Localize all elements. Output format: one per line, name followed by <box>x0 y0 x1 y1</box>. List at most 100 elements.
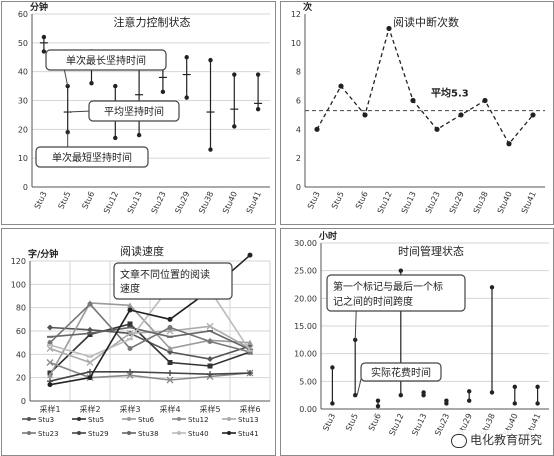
max-marker <box>65 83 70 89</box>
legend-marker <box>127 431 131 435</box>
x-tick-label: 采样3 <box>119 404 140 414</box>
point-stu23 <box>127 346 133 351</box>
chart-title: 阅读速度 <box>120 244 164 258</box>
min-marker <box>184 95 189 100</box>
y-tick-label: 12 <box>291 10 301 19</box>
data-point <box>410 97 416 104</box>
y-tick-label: 0 <box>23 183 28 192</box>
min-marker <box>255 106 261 112</box>
point-stu5 <box>87 332 93 337</box>
point-stu6 <box>167 345 173 351</box>
x-tick-label: Stu6 <box>367 412 383 432</box>
point-stu13 <box>46 345 54 352</box>
data-point <box>338 83 344 89</box>
last-marker <box>421 390 426 395</box>
chart-reading-interruptions: 0 2 4 6 8 10 12 Stu3 Stu5 Stu6 Stu12 Stu13 Stu23 Stu2… <box>280 1 554 225</box>
y-tick-label: 50 <box>18 39 28 48</box>
x-tick-label: Stu13 <box>400 190 418 215</box>
max-marker <box>184 55 189 60</box>
data-point <box>482 97 488 104</box>
y-tick-label: 30 <box>18 97 28 106</box>
point-stu41 <box>87 375 93 381</box>
first-marker <box>330 401 335 406</box>
x-tick-label: Stu3 <box>321 412 337 432</box>
y-axis-unit: 小时 <box>318 230 337 242</box>
point-stu29 <box>127 368 133 375</box>
point-stu13 <box>206 322 214 330</box>
x-tick-label: Stu23 <box>150 190 168 215</box>
wechat-icon <box>450 433 467 448</box>
series-line-stu5 <box>49 323 251 374</box>
legend-label: Stu41 <box>238 430 259 438</box>
first-marker <box>489 390 495 395</box>
x-tick-label: 采样1 <box>39 404 60 414</box>
first-marker <box>535 401 540 406</box>
point-stu3 <box>87 326 93 333</box>
y-tick-label: 4 <box>296 125 301 134</box>
min-marker <box>136 132 142 138</box>
y-tick-label: 20 <box>18 125 28 134</box>
series-line-stu38 <box>49 326 251 351</box>
point-stu12 <box>166 376 174 384</box>
legend-marker <box>227 417 231 421</box>
average-label: 平均5.3 <box>431 87 469 100</box>
legend-marker <box>127 417 131 421</box>
callout-span-box <box>326 274 466 312</box>
y-tick-label: 0 <box>21 397 26 406</box>
x-tick-label: Stu38 <box>197 190 215 215</box>
y-tick-label: 0 <box>296 183 301 192</box>
y-tick-label: 10.00 <box>294 350 317 359</box>
legend-label: Stu12 <box>188 416 209 424</box>
point-stu29 <box>167 370 173 376</box>
x-tick-label: Stu40 <box>221 190 239 215</box>
point-stu5 <box>207 363 213 369</box>
x-tick-label: 采样4 <box>159 404 180 414</box>
last-marker <box>467 389 472 394</box>
x-tick-label: Stu5 <box>57 190 73 210</box>
series-line-stu40 <box>49 285 251 358</box>
legend-marker <box>177 431 181 435</box>
callout-min-box <box>35 146 149 168</box>
point-stu6 <box>47 372 53 378</box>
first-marker <box>353 392 358 398</box>
x-tick-label: Stu5 <box>330 190 346 210</box>
first-marker <box>398 392 403 398</box>
data-point <box>506 141 512 147</box>
y-tick-label: 10 <box>18 154 28 163</box>
callout-avg: 平均坚持时间 <box>104 105 164 118</box>
chart-speed-svg: 0 20 40 60 80 100 120 采样1 采样2 采样3 采样4 采样5 采样6 字/分钟 阅读速… <box>11 244 271 438</box>
max-marker <box>113 83 118 89</box>
y-tick-label: 15.00 <box>294 322 317 331</box>
y-axis-unit: 次 <box>303 2 312 13</box>
series-line-stu29 <box>49 371 251 382</box>
x-tick-label: Stu3 <box>33 190 49 210</box>
chart-attention-control: 0 10 20 30 40 50 60 Stu3 Stu5 Stu6 Stu12 Stu13 Stu23… <box>1 1 276 225</box>
last-marker <box>398 268 403 273</box>
legend-label: Stu5 <box>88 416 104 424</box>
data-point <box>386 25 392 32</box>
min-marker <box>113 135 118 141</box>
y-tick-label: 25.00 <box>294 267 317 276</box>
legend-label: Stu13 <box>238 416 259 424</box>
x-tick-label: Stu40 <box>496 190 514 215</box>
legend-marker <box>77 431 81 435</box>
y-axis-unit: 分钟 <box>30 2 48 13</box>
min-marker <box>89 81 94 86</box>
y-tick-label: 80 <box>16 304 26 313</box>
min-marker <box>232 124 237 129</box>
point-stu3 <box>47 324 53 331</box>
point-stu23 <box>207 339 213 344</box>
point-stu3 <box>207 356 213 362</box>
x-tick-label: Stu6 <box>80 190 96 210</box>
point-stu41 <box>167 316 173 322</box>
y-tick-label: 20.00 <box>294 294 317 303</box>
y-axis-unit: 字/分钟 <box>28 248 58 260</box>
y-tick-label: 120 <box>11 257 26 266</box>
x-tick-label: Stu12 <box>376 190 394 215</box>
chart-time-svg: 0.00 5.00 10.00 15.00 20.00 25.00 30.00 Stu3 Stu… <box>294 230 549 437</box>
min-marker <box>208 147 213 152</box>
callout-avg-box <box>88 100 180 122</box>
x-tick-label: Stu29 <box>173 190 191 215</box>
callout-min: 单次最短坚持时间 <box>52 151 132 164</box>
first-marker <box>512 401 517 406</box>
